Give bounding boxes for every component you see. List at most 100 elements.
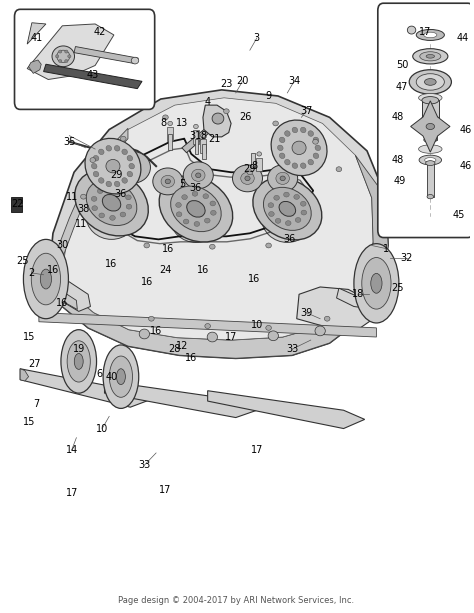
Text: 13: 13 (176, 118, 188, 129)
Text: 16: 16 (162, 243, 174, 254)
FancyBboxPatch shape (378, 3, 474, 238)
Text: 49: 49 (394, 177, 406, 186)
Ellipse shape (424, 137, 437, 143)
Ellipse shape (193, 124, 198, 129)
Ellipse shape (295, 218, 301, 223)
Text: 8: 8 (252, 161, 257, 171)
Text: 40: 40 (105, 371, 118, 382)
Bar (194, 139, 198, 154)
Polygon shape (39, 282, 77, 310)
Polygon shape (208, 390, 365, 428)
Ellipse shape (99, 213, 105, 218)
Ellipse shape (126, 204, 132, 209)
Ellipse shape (183, 219, 189, 224)
Ellipse shape (170, 194, 222, 242)
Ellipse shape (183, 162, 213, 189)
Ellipse shape (416, 29, 445, 40)
Polygon shape (410, 101, 450, 152)
Ellipse shape (268, 203, 273, 208)
Ellipse shape (245, 176, 250, 181)
Ellipse shape (279, 202, 296, 216)
Ellipse shape (178, 202, 213, 235)
Ellipse shape (264, 188, 311, 230)
Polygon shape (297, 287, 372, 330)
Ellipse shape (90, 158, 96, 162)
Text: 16: 16 (47, 265, 59, 275)
Text: 6: 6 (97, 368, 103, 379)
Ellipse shape (210, 210, 216, 215)
Bar (202, 143, 206, 159)
Text: 16: 16 (56, 299, 68, 308)
Text: 10: 10 (251, 320, 263, 330)
Ellipse shape (279, 137, 285, 143)
Polygon shape (105, 381, 257, 417)
Ellipse shape (268, 331, 278, 341)
Ellipse shape (232, 165, 263, 192)
Ellipse shape (192, 191, 198, 196)
Text: 25: 25 (16, 256, 29, 265)
Ellipse shape (210, 201, 216, 206)
Ellipse shape (416, 74, 445, 90)
Polygon shape (113, 352, 128, 376)
Ellipse shape (422, 115, 439, 122)
Ellipse shape (75, 170, 148, 236)
Ellipse shape (106, 159, 120, 173)
Ellipse shape (105, 208, 118, 221)
Ellipse shape (362, 257, 391, 309)
Text: 15: 15 (23, 417, 36, 427)
Ellipse shape (117, 369, 126, 384)
Ellipse shape (129, 165, 136, 170)
Text: 2: 2 (29, 268, 35, 278)
Text: 37: 37 (300, 106, 312, 116)
Ellipse shape (122, 149, 128, 154)
Ellipse shape (427, 194, 434, 199)
Ellipse shape (301, 163, 306, 169)
Ellipse shape (126, 195, 131, 200)
Ellipse shape (271, 120, 327, 175)
Ellipse shape (194, 221, 200, 226)
Ellipse shape (159, 176, 233, 242)
Ellipse shape (97, 189, 103, 194)
Ellipse shape (64, 50, 68, 53)
Ellipse shape (115, 151, 150, 183)
Text: 17: 17 (225, 332, 237, 342)
Ellipse shape (266, 243, 272, 248)
Ellipse shape (86, 180, 137, 226)
Text: 26: 26 (239, 112, 251, 123)
Text: 24: 24 (159, 265, 172, 275)
Ellipse shape (336, 167, 342, 172)
Ellipse shape (94, 199, 129, 232)
Ellipse shape (31, 253, 61, 305)
Text: 41: 41 (30, 33, 43, 43)
Ellipse shape (182, 195, 187, 200)
Polygon shape (44, 64, 142, 89)
Text: 23: 23 (220, 78, 233, 89)
Ellipse shape (74, 354, 83, 370)
Ellipse shape (103, 345, 139, 408)
Ellipse shape (114, 145, 120, 151)
Polygon shape (62, 98, 373, 340)
Ellipse shape (241, 172, 254, 185)
Ellipse shape (40, 269, 52, 289)
Bar (11, 197, 22, 212)
Text: 29: 29 (110, 170, 122, 180)
Text: 47: 47 (396, 82, 409, 92)
Ellipse shape (354, 243, 399, 323)
Ellipse shape (257, 152, 262, 156)
Text: 48: 48 (392, 155, 404, 165)
Ellipse shape (205, 324, 210, 329)
Ellipse shape (275, 218, 281, 223)
Polygon shape (38, 254, 54, 279)
Bar (422, 101, 439, 118)
Text: 33: 33 (138, 460, 150, 470)
Ellipse shape (292, 128, 298, 133)
Text: 17: 17 (419, 27, 432, 37)
Ellipse shape (204, 218, 210, 223)
Ellipse shape (163, 115, 168, 120)
Ellipse shape (129, 164, 135, 169)
Text: 28: 28 (169, 345, 181, 354)
Text: 22: 22 (11, 199, 24, 209)
Text: 12: 12 (176, 341, 188, 351)
Ellipse shape (127, 156, 133, 161)
Ellipse shape (92, 206, 98, 211)
